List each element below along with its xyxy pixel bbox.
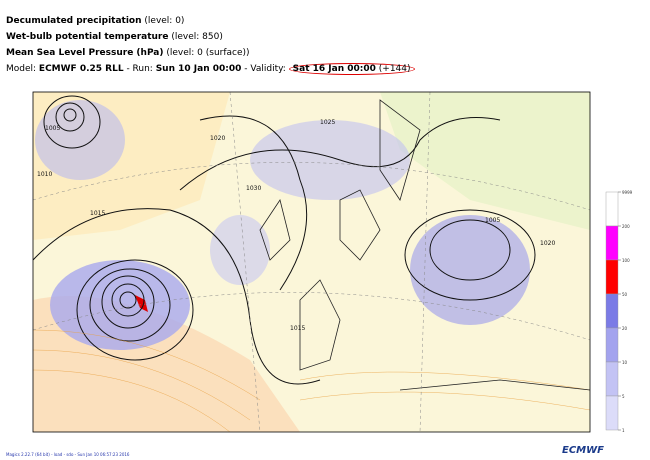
colorbar-label: 10: [622, 360, 628, 365]
colorbar-label: 9999: [622, 190, 633, 195]
header-text: (+144): [375, 64, 411, 74]
colorbar-label: 20: [622, 326, 628, 331]
contour-label: 1005: [485, 217, 500, 224]
contour-label: 1010: [37, 171, 52, 178]
header-line: Decumulated precipitation (level: 0): [6, 16, 184, 26]
colorbar-segment: [605, 259, 619, 295]
header-text: (level: 0 (surface)): [163, 48, 250, 58]
contour-label: 1030: [246, 185, 261, 192]
contour-label: 1025: [320, 119, 335, 126]
colorbar-segment: [605, 395, 619, 431]
contour-label: 1015: [290, 325, 305, 332]
header-text: Sat 16 Jan 00:00: [292, 64, 376, 74]
colorbar-segment: [605, 191, 619, 227]
colorbar-segment: [605, 361, 619, 397]
contour-label: 1020: [540, 240, 555, 247]
header-text: Sun 10 Jan 00:00: [155, 64, 242, 74]
colorbar-segment: [605, 327, 619, 363]
colorbar-segment: [605, 225, 619, 261]
validity-highlight: Sat 16 Jan 00:00 (+144): [288, 63, 415, 75]
header-text: - Validity:: [241, 64, 289, 74]
colorbar-label: 50: [622, 292, 628, 297]
header-text: Mean Sea Level Pressure (hPa): [6, 48, 164, 58]
header-text: Decumulated precipitation: [6, 16, 142, 26]
colorbar-segment: [605, 293, 619, 329]
contour-label: 1005: [45, 125, 60, 132]
header-line: Model: ECMWF 0.25 RLL - Run: Sun 10 Jan …: [6, 63, 415, 75]
header-text: Wet-bulb potential temperature: [6, 32, 169, 42]
header-text: (level: 850): [168, 32, 223, 42]
header-text: Model:: [6, 64, 39, 74]
colorbar-label: 200: [622, 224, 630, 229]
header-text: - Run:: [123, 64, 156, 74]
logo: ECMWF: [562, 445, 604, 456]
header-line: Wet-bulb potential temperature (level: 8…: [6, 32, 223, 42]
colorbar-label: 1: [622, 428, 625, 433]
header-text: ECMWF 0.25 RLL: [38, 64, 124, 74]
header-text: (level: 0): [141, 16, 185, 26]
contour-label: 1015: [90, 210, 105, 217]
map-frame: [32, 91, 591, 433]
map-field: [33, 92, 590, 432]
header-line: Mean Sea Level Pressure (hPa) (level: 0 …: [6, 48, 250, 58]
footer-text: Magics 2.22.7 (64 bit) - load - sdo - Su…: [6, 452, 130, 457]
colorbar-label: 100: [622, 258, 630, 263]
contour-label: 1020: [210, 135, 225, 142]
colorbar-label: 5: [622, 394, 625, 399]
